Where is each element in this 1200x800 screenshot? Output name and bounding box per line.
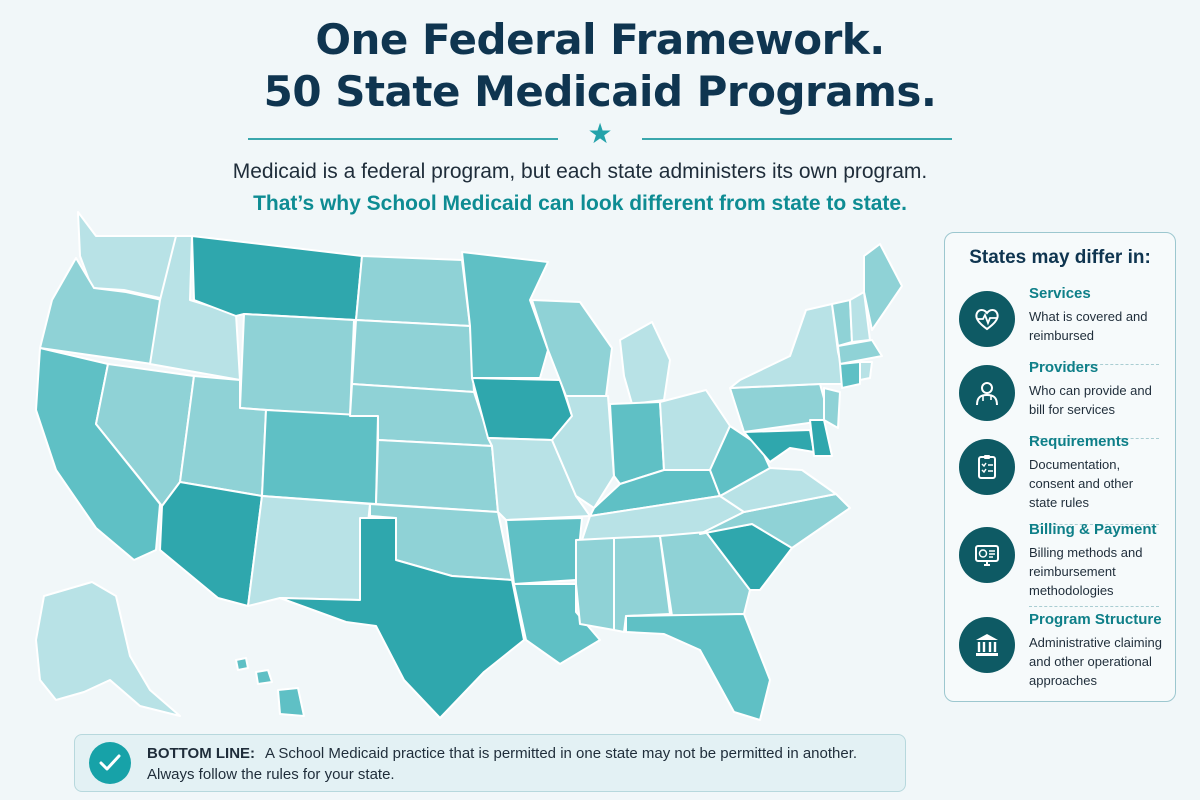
item-description: What is covered and reimbursed xyxy=(1029,309,1148,343)
item-separator xyxy=(1029,524,1159,525)
state-hawaii-1 xyxy=(235,657,249,671)
divider-line-right xyxy=(642,138,952,140)
state-minnesota xyxy=(461,251,549,379)
item-description: Billing methods and reimbursement method… xyxy=(1029,545,1143,598)
item-heading: Requirements xyxy=(1029,433,1130,450)
item-description: Administrative claiming and other operat… xyxy=(1029,635,1162,688)
item-billing-payment: Billing & Payment Billing methods and re… xyxy=(959,517,1163,607)
panel-title: States may differ in: xyxy=(969,247,1151,268)
item-separator xyxy=(1029,438,1159,439)
state-florida xyxy=(625,613,771,721)
checkmark-icon xyxy=(89,742,131,784)
state-kansas xyxy=(375,439,499,513)
state-connecticut xyxy=(839,361,861,389)
bottom-line-banner: BOTTOM LINE: A School Medicaid practice t… xyxy=(74,734,906,792)
item-description: Documentation, consent and other state r… xyxy=(1029,457,1134,510)
state-georgia xyxy=(659,531,751,617)
state-massachusetts xyxy=(837,339,883,365)
government-building-icon xyxy=(959,617,1015,673)
state-new-york xyxy=(729,303,847,389)
differences-panel: States may differ in: Services What is c… xyxy=(944,232,1176,702)
item-heading: Program Structure xyxy=(1029,611,1162,628)
state-rhode-island xyxy=(859,361,873,381)
state-iowa xyxy=(471,377,573,441)
item-heading: Services xyxy=(1029,285,1091,302)
bottom-line-label: BOTTOM LINE: xyxy=(147,745,256,762)
item-description: Who can provide and bill for services xyxy=(1029,383,1152,417)
bottom-line-text: BOTTOM LINE: A School Medicaid practice t… xyxy=(147,743,887,785)
state-hawaii-3 xyxy=(277,687,305,717)
bottom-line-body: A School Medicaid practice that is permi… xyxy=(147,745,858,783)
star-icon: ★ xyxy=(587,118,613,149)
item-providers: Providers Who can provide and bill for s… xyxy=(959,355,1163,439)
item-requirements: Requirements Documentation, consent and … xyxy=(959,429,1163,525)
state-maine xyxy=(863,243,903,331)
state-illinois xyxy=(551,395,615,509)
item-heading: Billing & Payment xyxy=(1029,521,1157,538)
divider-line-left xyxy=(248,138,558,140)
state-montana xyxy=(191,235,363,321)
state-hawaii-2 xyxy=(255,669,273,685)
title-divider: ★ xyxy=(248,120,952,148)
item-separator xyxy=(1029,606,1159,607)
highlight-text: That’s why School Medicaid can look diff… xyxy=(253,192,907,215)
subtitle: Medicaid is a federal program, but each … xyxy=(232,160,928,183)
state-delaware xyxy=(809,419,833,457)
state-maryland xyxy=(743,429,815,463)
state-wyoming xyxy=(239,313,355,417)
state-south-dakota xyxy=(351,319,475,393)
title-line-1: One Federal Framework. xyxy=(315,15,885,64)
billing-monitor-icon xyxy=(959,527,1015,583)
state-colorado xyxy=(261,409,379,505)
state-arkansas xyxy=(505,517,583,585)
item-separator xyxy=(1029,364,1159,365)
state-new-mexico xyxy=(247,495,371,607)
state-mississippi xyxy=(575,537,615,631)
state-north-dakota xyxy=(355,255,471,327)
doctor-icon xyxy=(959,365,1015,421)
state-new-jersey xyxy=(823,387,841,429)
item-program-structure: Program Structure Administrative claimin… xyxy=(959,607,1163,697)
state-alaska xyxy=(35,581,181,717)
state-arizona xyxy=(159,481,263,607)
title-line-2: 50 State Medicaid Programs. xyxy=(263,67,937,116)
state-michigan xyxy=(619,321,671,405)
heartbeat-icon xyxy=(959,291,1015,347)
item-heading: Providers xyxy=(1029,359,1099,376)
us-state-map xyxy=(35,211,903,721)
page-title: One Federal Framework. 50 State Medicaid… xyxy=(0,14,1200,118)
clipboard-icon xyxy=(959,439,1015,495)
state-texas xyxy=(279,517,525,719)
item-services: Services What is covered and reimbursed xyxy=(959,281,1163,365)
